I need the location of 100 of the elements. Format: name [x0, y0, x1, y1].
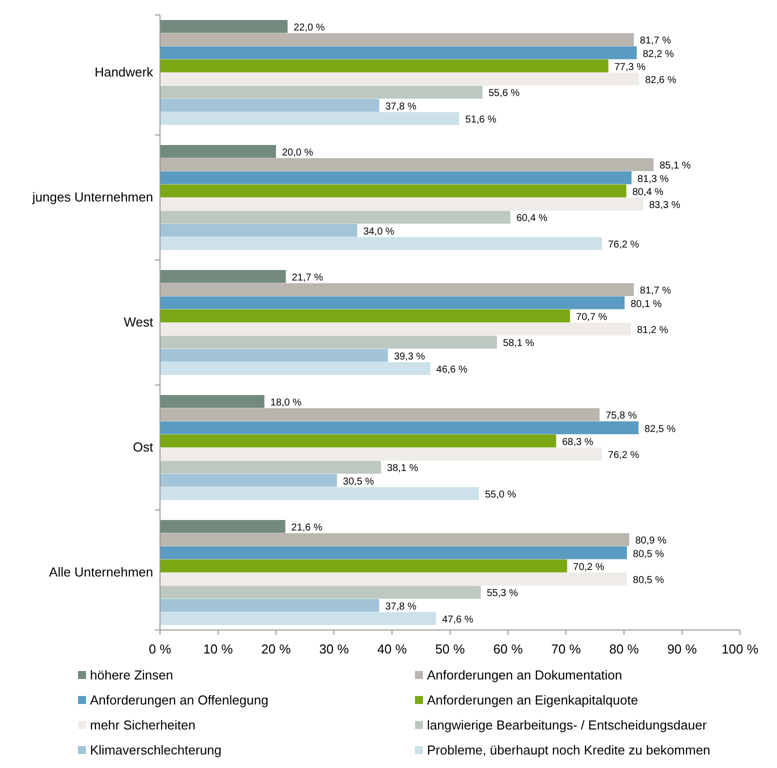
bar — [160, 598, 380, 612]
y-tick-label: Ost — [132, 440, 154, 455]
y-tick-label: junges Unternehmen — [31, 190, 154, 205]
bar — [160, 448, 602, 461]
bar — [160, 362, 430, 375]
data-label: 22,0 % — [294, 22, 325, 34]
data-label: 80,4 % — [632, 186, 664, 198]
data-label: 55,0 % — [485, 490, 516, 501]
x-tick-label: 50 % — [435, 642, 466, 657]
bar — [160, 434, 556, 448]
data-label: 81,7 % — [640, 286, 672, 297]
legend-label: langwierige Bearbeitungs- / Entscheidungsdauer — [427, 718, 708, 732]
y-tick-label: Handwerk — [94, 64, 154, 80]
bar — [160, 322, 631, 336]
data-label: 81,2 % — [636, 325, 668, 336]
bar — [160, 210, 510, 224]
x-tick-label: 40 % — [377, 642, 408, 657]
x-tick-label: 80 % — [609, 642, 640, 657]
data-label: 30,5 % — [342, 476, 374, 488]
bar — [160, 520, 286, 533]
x-tick-label: 30 % — [319, 642, 350, 657]
bar — [160, 270, 286, 283]
data-label: 68,3 % — [562, 436, 594, 448]
x-tick-label: 20 % — [261, 642, 292, 657]
x-tick-label: 0 % — [148, 642, 172, 657]
bar — [160, 546, 627, 560]
bar — [160, 98, 380, 112]
bar — [160, 296, 625, 310]
bar — [160, 283, 634, 296]
data-label: 38,1 % — [386, 463, 418, 474]
x-tick-label: 90 % — [667, 642, 698, 657]
data-label: 80,5 % — [632, 548, 664, 560]
bar — [160, 474, 337, 487]
bar — [160, 237, 602, 250]
x-tick-label: 10 % — [203, 642, 234, 657]
bar — [160, 86, 482, 99]
data-label: 75,8 % — [606, 410, 637, 422]
x-tick-label: 100 % — [722, 642, 759, 657]
data-label: 21,6 % — [291, 522, 323, 534]
bar — [160, 33, 634, 46]
bar — [160, 184, 626, 198]
legend-label: Anforderungen an Offenlegung — [90, 692, 268, 708]
data-label: 80,9 % — [635, 536, 666, 547]
data-label: 37,8 % — [385, 101, 416, 112]
bar — [160, 46, 637, 60]
bar — [160, 586, 481, 599]
bar — [160, 198, 644, 211]
data-label: 81,3 % — [638, 174, 669, 185]
data-label: 21,7 % — [292, 272, 324, 284]
legend-label: Anforderungen an Eigenkapitalquote — [427, 692, 638, 708]
bar — [160, 224, 358, 237]
data-label: 80,1 % — [630, 298, 662, 310]
data-label: 85,1 % — [660, 160, 691, 172]
y-tick-label: West — [124, 314, 154, 330]
bar — [160, 408, 600, 422]
data-label: 47,6 % — [442, 614, 474, 626]
data-label: 70,2 % — [573, 562, 604, 573]
y-tick-label: Alle Unternehmen — [49, 564, 154, 580]
legend-label: höhere Zinsen — [90, 668, 174, 682]
bar — [160, 460, 381, 474]
data-label: 82,2 % — [642, 48, 674, 60]
data-label: 34,0 % — [363, 226, 394, 238]
data-label: 51,6 % — [465, 114, 497, 126]
data-label: 81,7 % — [640, 36, 672, 47]
bar — [160, 145, 276, 158]
legend-label: Probleme, überhaupt noch Kredite zu bekommen — [427, 742, 710, 758]
bar — [160, 158, 654, 172]
data-label: 80,5 % — [632, 575, 664, 586]
bar — [160, 112, 460, 125]
bar — [160, 612, 436, 625]
bar — [160, 487, 479, 500]
bar — [160, 171, 632, 184]
data-label: 58,1 % — [502, 338, 534, 350]
data-label: 76,2 % — [608, 240, 640, 251]
data-label: 39,3 % — [394, 351, 426, 362]
data-label: 82,6 % — [645, 75, 676, 86]
data-label: 20,0 % — [282, 147, 314, 158]
bar — [160, 309, 570, 322]
data-label: 46,6 % — [436, 364, 468, 376]
bar — [160, 421, 638, 434]
data-label: 60,4 % — [516, 213, 548, 224]
data-label: 76,2 % — [608, 450, 640, 462]
data-label: 82,5 % — [644, 424, 676, 435]
data-label: 70,7 % — [576, 312, 608, 323]
bar — [160, 533, 630, 546]
legend-label: Anforderungen an Dokumentation — [427, 668, 622, 682]
bar — [160, 59, 608, 72]
bar — [160, 336, 497, 349]
data-label: 55,3 % — [486, 588, 518, 600]
bar — [160, 72, 640, 86]
legend-label: mehr Sicherheiten — [90, 718, 196, 732]
bar — [160, 348, 388, 362]
bar — [160, 20, 288, 33]
data-label: 83,3 % — [649, 200, 680, 212]
data-label: 55,6 % — [488, 88, 520, 100]
data-label: 77,3 % — [614, 62, 646, 73]
x-tick-label: 70 % — [551, 642, 582, 657]
bar — [160, 559, 568, 572]
data-label: 37,8 % — [385, 601, 416, 612]
bar — [160, 395, 264, 408]
